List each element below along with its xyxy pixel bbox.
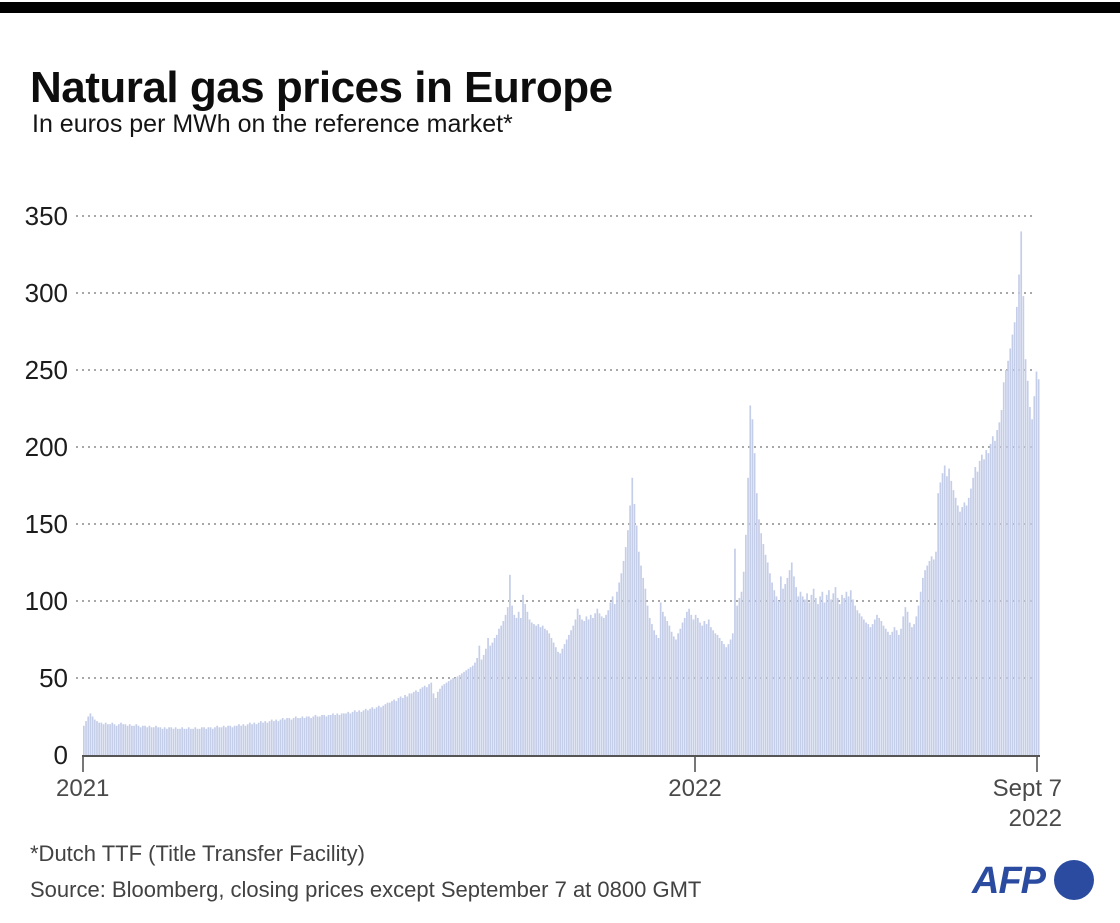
y-axis-label: 350 [24,201,68,231]
page-title: Natural gas prices in Europe [30,63,613,113]
afp-logo-circle-icon [1054,860,1094,900]
x-axis-label-sept7: Sept 7 2022 [940,774,1062,834]
y-axis-label: 300 [24,278,68,308]
footnote: *Dutch TTF (Title Transfer Facility) [30,841,365,866]
y-axis-label: 0 [53,740,68,770]
y-axis-label: 150 [24,509,68,539]
x-axis-label-sept7-line2: 2022 [1008,805,1062,832]
source-line: Source: Bloomberg, closing prices except… [30,877,702,902]
top-black-bar [0,2,1120,13]
y-axis-label: 250 [24,355,68,385]
y-axis-label: 200 [24,432,68,462]
afp-logo-text: AFP [972,860,1046,902]
x-axis-label-sept7-line1: Sept 7 [992,775,1062,802]
chart-subtitle: In euros per MWh on the reference market… [32,110,513,138]
afp-logo: AFP [972,858,1100,904]
y-axis-label: 100 [24,586,68,616]
x-axis-label-2022: 2022 [668,775,722,802]
y-axis-label: 50 [39,663,68,693]
x-axis-label-2021: 2021 [56,775,110,802]
